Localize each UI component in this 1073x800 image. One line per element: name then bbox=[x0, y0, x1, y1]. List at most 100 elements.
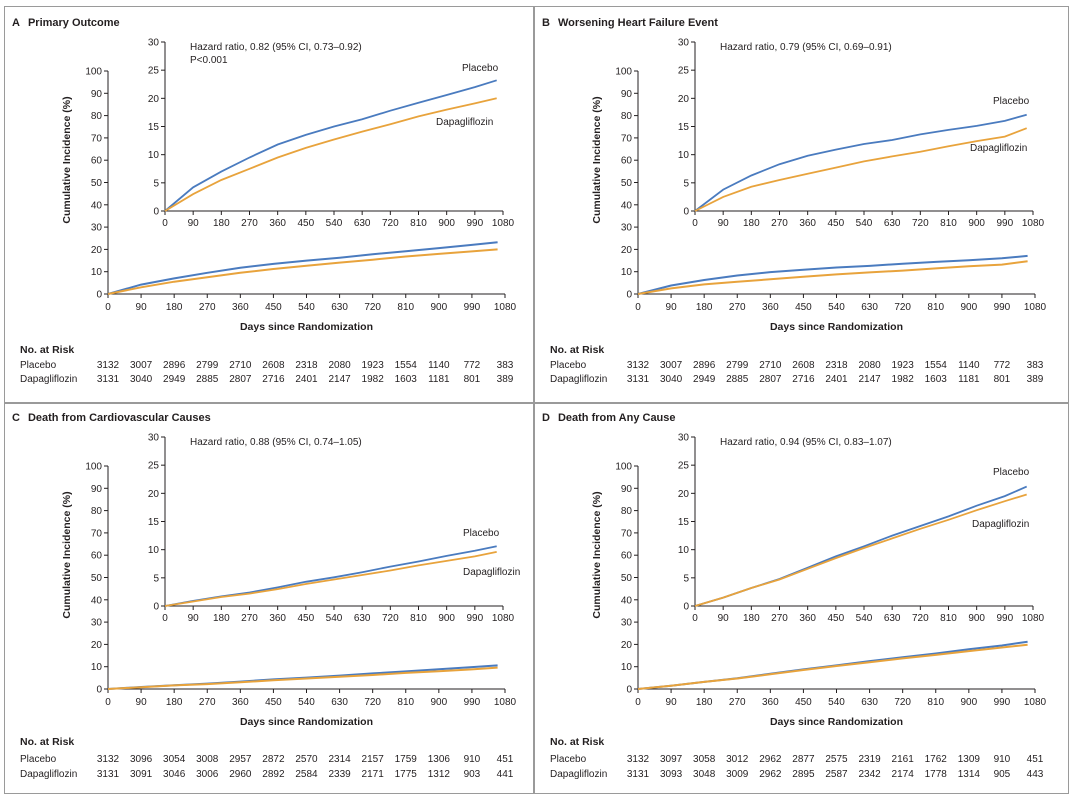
main-x-tick-label: 90 bbox=[666, 697, 678, 708]
risk-value: 3054 bbox=[163, 754, 186, 765]
risk-value: 2174 bbox=[892, 769, 915, 780]
risk-value: 2716 bbox=[792, 374, 815, 385]
series-label-placebo: Placebo bbox=[463, 528, 500, 539]
risk-value: 801 bbox=[464, 374, 481, 385]
panel-c-frame bbox=[4, 403, 534, 794]
main-x-tick-label: 540 bbox=[298, 697, 315, 708]
main-y-tick-label: 60 bbox=[621, 551, 633, 562]
x-axis-title: Days since Randomization bbox=[240, 321, 373, 333]
inset-x-tick-label: 990 bbox=[996, 218, 1013, 229]
main-x-tick-label: 1080 bbox=[1024, 302, 1047, 313]
main-curve-dapagliflozin bbox=[107, 666, 498, 690]
risk-header: No. at Risk bbox=[20, 344, 74, 356]
risk-value: 1314 bbox=[958, 769, 981, 780]
inset-y-tick-label: 5 bbox=[683, 178, 689, 189]
main-curve-placebo bbox=[637, 254, 1028, 295]
inset-x-tick-label: 180 bbox=[213, 218, 230, 229]
risk-value: 2710 bbox=[229, 360, 252, 371]
risk-value: 2401 bbox=[295, 374, 318, 385]
risk-value: 2807 bbox=[759, 374, 782, 385]
panel-title: D Death from Any Cause bbox=[542, 412, 676, 424]
main-y-tick-label: 40 bbox=[621, 595, 633, 606]
series-label-placebo: Placebo bbox=[462, 63, 499, 74]
main-y-tick-label: 20 bbox=[621, 245, 633, 256]
inset-x-tick-label: 720 bbox=[382, 218, 399, 229]
main-y-tick-label: 40 bbox=[91, 595, 103, 606]
risk-row-label: Placebo bbox=[550, 754, 587, 765]
main-x-tick-label: 450 bbox=[265, 697, 282, 708]
main-y-tick-label: 90 bbox=[91, 89, 103, 100]
risk-value: 2962 bbox=[759, 769, 782, 780]
inset-x-tick-label: 630 bbox=[354, 218, 371, 229]
main-y-tick-label: 30 bbox=[91, 618, 103, 629]
main-x-tick-label: 990 bbox=[464, 697, 481, 708]
inset-x-tick-label: 720 bbox=[912, 218, 929, 229]
risk-value: 1762 bbox=[925, 754, 948, 765]
risk-row-label: Dapagliflozin bbox=[550, 769, 607, 780]
main-y-tick-label: 50 bbox=[621, 178, 633, 189]
risk-value: 2949 bbox=[693, 374, 716, 385]
inset-y-tick-label: 5 bbox=[153, 178, 159, 189]
risk-value: 3040 bbox=[660, 374, 683, 385]
main-x-tick-label: 180 bbox=[166, 302, 183, 313]
risk-value: 2575 bbox=[825, 754, 848, 765]
risk-value: 1309 bbox=[958, 754, 981, 765]
panel-b: B Worsening Heart Failure Event0102030405… bbox=[542, 17, 1047, 385]
main-x-tick-label: 1080 bbox=[1024, 697, 1047, 708]
main-y-tick-label: 10 bbox=[621, 662, 633, 673]
inset-x-tick-label: 810 bbox=[940, 218, 957, 229]
inset-x-tick-label: 270 bbox=[241, 218, 258, 229]
risk-value: 2807 bbox=[229, 374, 252, 385]
risk-value: 1554 bbox=[395, 360, 418, 371]
risk-value: 2584 bbox=[295, 769, 318, 780]
risk-value: 443 bbox=[1027, 769, 1044, 780]
risk-header: No. at Risk bbox=[550, 736, 604, 748]
main-y-tick-label: 10 bbox=[91, 267, 103, 278]
series-label-placebo: Placebo bbox=[993, 96, 1030, 107]
main-y-tick-label: 0 bbox=[626, 685, 632, 696]
main-x-tick-label: 990 bbox=[994, 302, 1011, 313]
main-y-tick-label: 0 bbox=[626, 290, 632, 301]
main-x-tick-label: 90 bbox=[136, 697, 148, 708]
main-y-tick-label: 90 bbox=[91, 484, 103, 495]
main-x-tick-label: 540 bbox=[828, 302, 845, 313]
series-label-dapagliflozin: Dapagliflozin bbox=[436, 117, 493, 128]
inset-x-tick-label: 1080 bbox=[492, 613, 515, 624]
main-x-tick-label: 900 bbox=[430, 302, 447, 313]
inset-x-tick-label: 0 bbox=[692, 613, 698, 624]
risk-value: 3058 bbox=[693, 754, 716, 765]
risk-value: 2339 bbox=[328, 769, 351, 780]
main-y-tick-label: 100 bbox=[85, 462, 102, 473]
risk-value: 2896 bbox=[163, 360, 186, 371]
inset-x-tick-label: 540 bbox=[856, 218, 873, 229]
risk-value: 772 bbox=[994, 360, 1011, 371]
inset-x-tick-label: 720 bbox=[912, 613, 929, 624]
panel-d: D Death from Any Cause0102030405060708090… bbox=[542, 412, 1047, 780]
inset-x-tick-label: 720 bbox=[382, 613, 399, 624]
risk-value: 1140 bbox=[428, 360, 450, 371]
inset-x-tick-label: 900 bbox=[438, 613, 455, 624]
risk-value: 3048 bbox=[693, 769, 716, 780]
y-axis-title: Cumulative Incidence (%) bbox=[591, 491, 603, 618]
inset-curve-placebo bbox=[694, 113, 1027, 212]
main-x-tick-label: 630 bbox=[861, 697, 878, 708]
risk-value: 3040 bbox=[130, 374, 153, 385]
panel-letter: A bbox=[12, 17, 20, 29]
inset-x-tick-label: 180 bbox=[213, 613, 230, 624]
inset-x-tick-label: 630 bbox=[884, 218, 901, 229]
risk-value: 2962 bbox=[759, 754, 782, 765]
inset-x-tick-label: 540 bbox=[326, 218, 343, 229]
main-y-tick-label: 50 bbox=[621, 573, 633, 584]
inset-x-tick-label: 1080 bbox=[492, 218, 515, 229]
main-x-tick-label: 720 bbox=[894, 697, 911, 708]
risk-value: 772 bbox=[464, 360, 481, 371]
main-y-tick-label: 70 bbox=[621, 133, 633, 144]
risk-value: 3132 bbox=[97, 754, 120, 765]
main-y-tick-label: 40 bbox=[621, 200, 633, 211]
main-y-tick-label: 60 bbox=[621, 156, 633, 167]
main-y-tick-label: 40 bbox=[91, 200, 103, 211]
risk-value: 1759 bbox=[395, 754, 418, 765]
risk-value: 2401 bbox=[825, 374, 848, 385]
risk-value: 2710 bbox=[759, 360, 782, 371]
risk-value: 3009 bbox=[726, 769, 749, 780]
